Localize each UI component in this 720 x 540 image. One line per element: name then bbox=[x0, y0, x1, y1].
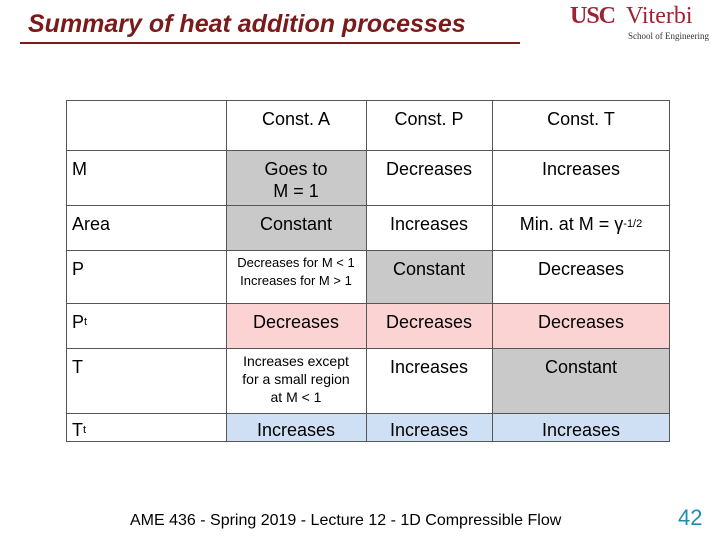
row-label-m: M bbox=[72, 159, 87, 179]
cell-p-const-p: Constant bbox=[366, 250, 492, 303]
table-divider bbox=[66, 413, 670, 414]
table-divider bbox=[226, 100, 227, 442]
cell-area-const-t: Min. at M = γ -1/2 bbox=[519, 214, 643, 234]
cell-t-const-p: Increases bbox=[389, 357, 469, 377]
header-const-t: Const. T bbox=[547, 109, 615, 129]
cell-area-const-p: Increases bbox=[389, 214, 469, 234]
cell-t-const-t: Constant bbox=[492, 348, 670, 413]
cell-pt-const-t: Decreases bbox=[492, 303, 670, 348]
row-label-t: T bbox=[72, 357, 83, 377]
table-divider bbox=[66, 250, 670, 251]
cell-p-const-t: Decreases bbox=[537, 259, 625, 279]
summary-table: Const. A Const. P Const. T M Goes to M =… bbox=[66, 100, 670, 442]
row-label-area: Area bbox=[72, 214, 111, 234]
cell-tt-const-t: Increases bbox=[492, 413, 670, 442]
cell-m-const-a: Goes to M = 1 bbox=[226, 150, 366, 205]
cell-m-const-t: Increases bbox=[541, 159, 621, 179]
header-const-p: Const. P bbox=[394, 109, 464, 129]
table-divider bbox=[66, 205, 670, 206]
logo-usc-text: USC bbox=[570, 3, 616, 29]
table-frame bbox=[66, 100, 670, 442]
logo-school-text: School of Engineering bbox=[628, 31, 709, 41]
usc-viterbi-logo: USC Viterbi School of Engineering bbox=[570, 3, 710, 43]
cell-tt-const-p: Increases bbox=[366, 413, 492, 442]
slide-footer: AME 436 - Spring 2019 - Lecture 12 - 1D … bbox=[130, 512, 562, 529]
cell-m-const-p: Decreases bbox=[385, 159, 473, 179]
cell-area-const-a: Constant bbox=[226, 205, 366, 250]
table-divider bbox=[492, 100, 493, 442]
cell-p-const-a: Decreases for M < 1 Increases for M > 1 bbox=[237, 255, 355, 288]
cell-tt-const-a: Increases bbox=[226, 413, 366, 442]
slide-title: Summary of heat addition processes bbox=[28, 10, 466, 38]
cell-pt-const-a: Decreases bbox=[226, 303, 366, 348]
table-divider bbox=[366, 100, 367, 442]
logo-viterbi-text: Viterbi bbox=[626, 3, 693, 29]
table-divider bbox=[66, 303, 670, 304]
table-divider bbox=[66, 348, 670, 349]
cell-t-const-a: Increases except for a small region at M… bbox=[242, 353, 350, 405]
header-const-a: Const. A bbox=[261, 109, 331, 129]
table-divider bbox=[66, 150, 670, 151]
title-underline bbox=[20, 42, 520, 44]
row-label-p: P bbox=[72, 259, 85, 279]
page-number: 42 bbox=[678, 505, 703, 530]
cell-pt-const-p: Decreases bbox=[366, 303, 492, 348]
